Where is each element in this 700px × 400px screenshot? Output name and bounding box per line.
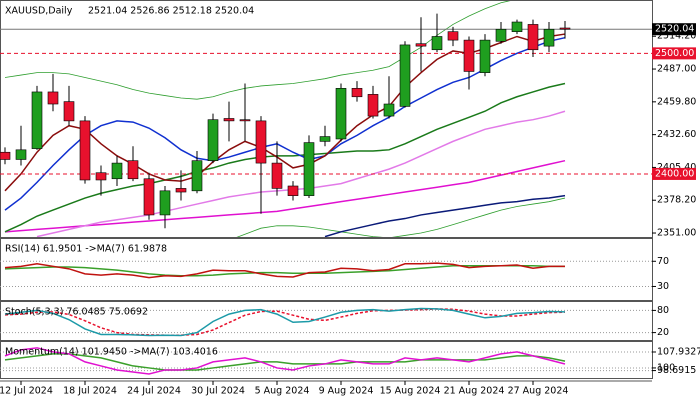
panel-plot (0, 307, 652, 337)
x-tick-label: 18 Jul 2024 (63, 386, 117, 397)
price-level-label: 2520.04 (655, 24, 694, 35)
x-tick-label: 27 Aug 2024 (508, 386, 569, 397)
indicator-line (36, 110, 566, 237)
panel-frame (0, 238, 653, 301)
candle-body (511, 21, 523, 32)
y-tick-label: 2432.60 (657, 129, 696, 140)
panel-title: Momentum(14) 101.9450 ->MA(7) 103.4016 (5, 347, 218, 358)
candle-body (415, 43, 427, 47)
candle-body (335, 88, 347, 140)
price-level-box (652, 167, 696, 180)
candle-body (143, 178, 155, 216)
indicator-line (4, 159, 566, 233)
candle-body (255, 120, 267, 164)
candle-body (351, 88, 363, 98)
candle-body (127, 160, 139, 180)
price-level-box (652, 23, 696, 36)
candle-body (63, 101, 75, 122)
panel-frame (0, 301, 653, 341)
candle-body (15, 149, 27, 160)
x-tick-label: 30 Jul 2024 (191, 386, 245, 397)
y-tick-label: 98.6915 (657, 365, 696, 376)
indicator-line (4, 347, 566, 375)
candle-body (111, 162, 123, 180)
x-tick-label: 12 Jul 2024 (0, 386, 53, 397)
candle-body (239, 119, 251, 122)
panel-frame (0, 0, 653, 238)
panel-frame (0, 341, 653, 379)
y-tick-label: 2459.80 (657, 96, 696, 107)
indicator-line (4, 308, 566, 336)
candle-body (207, 119, 219, 161)
candle-body (31, 91, 43, 149)
candle-body (95, 172, 107, 181)
candle-body (559, 27, 571, 30)
y-tick-label: 80 (657, 305, 669, 316)
candle-body (223, 118, 235, 122)
price-level-box (652, 47, 696, 60)
indicator-line (4, 82, 566, 233)
indicator-line (236, 197, 566, 237)
candle-body (47, 91, 59, 105)
candle-body (159, 190, 171, 216)
candle-body (319, 136, 331, 142)
candle-body (447, 31, 459, 41)
indicator-line (4, 307, 566, 337)
candle-body (383, 103, 395, 117)
candle-body (303, 142, 315, 196)
x-tick-label: 24 Jul 2024 (127, 386, 181, 397)
candle-body (79, 120, 91, 181)
y-tick-label: 70 (657, 256, 669, 267)
x-tick-label: 21 Aug 2024 (444, 386, 505, 397)
candle-body (431, 36, 443, 51)
candle-body (463, 39, 475, 72)
indicator-line (4, 262, 566, 279)
panel-plot (0, 1, 652, 237)
indicator-line (4, 36, 566, 211)
y-tick-label: 2405.40 (657, 162, 696, 173)
price-level-label: 2400.00 (655, 168, 694, 179)
ohlc-values: 2521.04 2526.86 2512.18 2520.04 (88, 6, 254, 17)
candle-body (543, 28, 555, 47)
indicator-line (4, 1, 511, 100)
panel-title: XAUUSD,Daily (5, 6, 73, 17)
price-level-label: 2500.00 (655, 48, 694, 59)
candle-body (191, 160, 203, 192)
candle-body (479, 39, 491, 73)
indicator-line (324, 194, 566, 237)
y-tick-label: 107.9327 (657, 346, 700, 357)
panel-plot (0, 347, 652, 375)
candle-body (0, 151, 11, 160)
candle-body (527, 24, 539, 51)
panel-plot (0, 260, 652, 287)
y-tick-label: 30 (657, 281, 669, 292)
x-tick-label: 5 Aug 2024 (255, 386, 310, 397)
y-tick-label: 2378.20 (657, 195, 696, 206)
indicator-line (4, 264, 565, 277)
y-tick-label: 2487.00 (657, 64, 696, 75)
candle-body (495, 28, 507, 42)
candle-body (175, 188, 187, 193)
x-tick-label: 15 Aug 2024 (380, 386, 441, 397)
x-tick-label: 9 Aug 2024 (319, 386, 374, 397)
y-tick-label: 2351.00 (657, 228, 696, 239)
y-tick-label: 20 (657, 327, 669, 338)
panel-title: Stoch(5,3,3) 76.0485 75.0692 (5, 307, 148, 318)
panel-title: RSI(14) 61.9501 ->MA(7) 61.9878 (5, 244, 167, 255)
candle-body (367, 94, 379, 117)
indicator-line (4, 353, 566, 371)
y-tick-label: 100 (657, 362, 675, 373)
candle-body (399, 44, 411, 107)
candle-body (287, 185, 299, 196)
candle-body (271, 162, 283, 189)
y-tick-label: 2514.20 (657, 31, 696, 42)
